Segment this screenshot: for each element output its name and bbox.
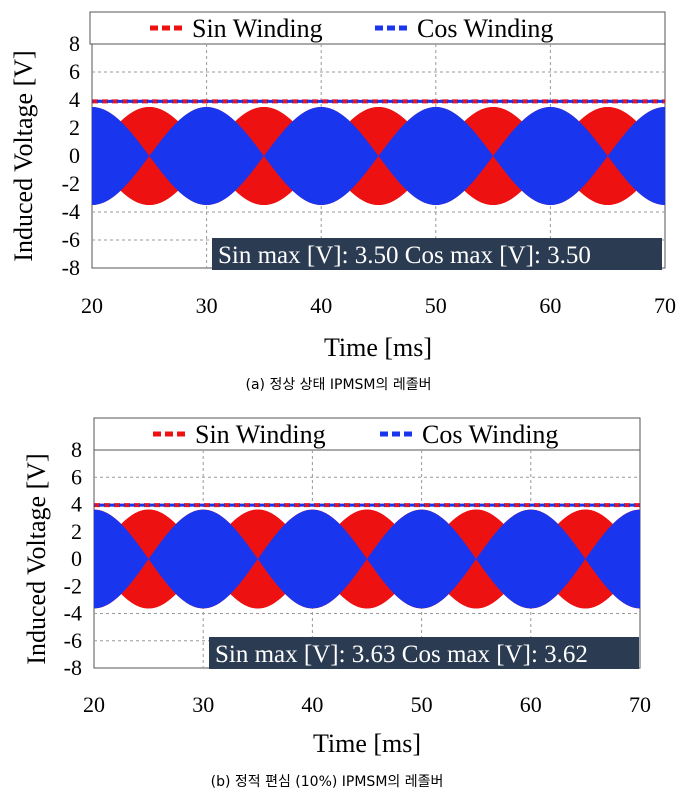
cos-winding-envelope — [92, 107, 665, 205]
grid — [92, 44, 665, 268]
x-tick-label: 40 — [301, 692, 323, 717]
x-axis-label: Time [ms] — [324, 333, 432, 362]
y-tick-label: -8 — [62, 255, 80, 280]
y-tick-label: 2 — [71, 519, 82, 544]
panel-caption: (a) 정상 상태 IPMSM의 레졸버 — [246, 377, 432, 393]
legend-label-cos: Cos Winding — [417, 14, 553, 43]
x-tick-label: 60 — [520, 692, 542, 717]
y-tick-label: -4 — [62, 199, 80, 224]
y-axis-label: Induced Voltage [V] — [9, 50, 38, 261]
y-tick-label: 4 — [71, 492, 82, 517]
y-tick-label: -2 — [62, 171, 80, 196]
max-annotation-text: Sin max [V]: 3.50 Cos max [V]: 3.50 — [218, 242, 591, 269]
cos-winding-envelope — [94, 509, 640, 609]
legend-label-sin: Sin Winding — [192, 14, 323, 43]
y-tick-label: 6 — [71, 464, 82, 489]
y-tick-label: 0 — [71, 546, 82, 571]
x-tick-label: 60 — [539, 293, 561, 318]
x-tick-label: 20 — [81, 293, 103, 318]
x-tick-label: 50 — [411, 692, 433, 717]
y-axis-label: Induced Voltage [V] — [22, 453, 51, 664]
max-annotation-box — [212, 238, 662, 270]
x-tick-label: 30 — [192, 692, 214, 717]
panel-caption: (b) 정적 편심 (10%) IPMSM의 레졸버 — [211, 774, 444, 790]
x-axis-label: Time [ms] — [313, 729, 421, 758]
x-tick-label: 70 — [629, 692, 651, 717]
y-tick-label: -6 — [62, 227, 80, 252]
chart-panel-a: Sin Winding Cos Winding Sin max [V]: 3.50 … — [9, 11, 676, 393]
y-tick-label: 2 — [69, 115, 80, 140]
y-tick-label: -2 — [64, 573, 82, 598]
y-tick-label: 6 — [69, 59, 80, 84]
y-tick-label: -8 — [64, 655, 82, 680]
y-tick-label: -6 — [64, 628, 82, 653]
x-tick-label: 70 — [654, 293, 676, 318]
x-tick-label: 20 — [83, 692, 105, 717]
y-tick-label: -4 — [64, 601, 82, 626]
x-tick-label: 50 — [425, 293, 447, 318]
max-annotation-box — [209, 637, 639, 669]
x-tick-label: 30 — [196, 293, 218, 318]
y-tick-label: 8 — [71, 437, 82, 462]
legend-label-sin: Sin Winding — [195, 420, 326, 449]
y-tick-label: 8 — [69, 31, 80, 56]
y-tick-label: 0 — [69, 143, 80, 168]
max-annotation-text: Sin max [V]: 3.63 Cos max [V]: 3.62 — [215, 641, 588, 668]
chart-panel-b: Sin Winding Cos Winding Sin max [V]: 3.63 … — [22, 417, 651, 790]
x-tick-label: 40 — [310, 293, 332, 318]
legend-label-cos: Cos Winding — [422, 420, 558, 449]
y-tick-label: 4 — [69, 87, 80, 112]
